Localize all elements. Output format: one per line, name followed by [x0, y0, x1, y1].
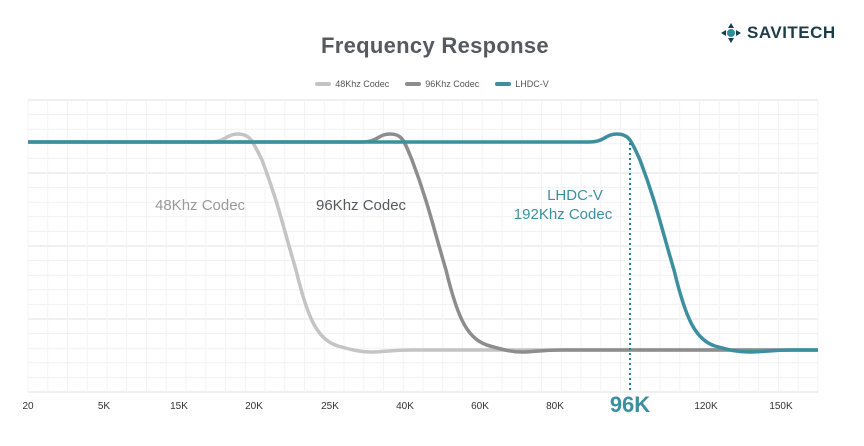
legend-item-48khz: 48Khz Codec [315, 79, 389, 89]
legend-label-48khz: 48Khz Codec [335, 79, 390, 89]
legend-swatch-96khz [405, 82, 422, 86]
x-tick-label: 20 [22, 401, 34, 412]
x-tick-label: 120K [694, 401, 718, 412]
legend-swatch-lhdc [495, 82, 512, 86]
series-lines [28, 132, 818, 354]
x-axis: 20 5K 15K 20K 25K 40K 60K 80K 96K 120K 150K [22, 392, 793, 417]
annotation-lhdc: LHDC-V [547, 187, 603, 204]
grid-lines [27, 99, 819, 393]
legend-label-lhdc: LHDC-V [515, 79, 549, 89]
legend-swatch-48khz [315, 82, 332, 86]
x-tick-label: 5K [98, 401, 111, 412]
annotation-lhdc-192khz: 192Khz Codec [514, 206, 613, 223]
legend-label-96khz: 96Khz Codec [425, 79, 480, 89]
x-tick-label: 96K [610, 392, 650, 417]
annotation-48khz: 48Khz Codec [155, 197, 246, 214]
x-tick-label: 25K [321, 401, 339, 412]
annotation-96khz: 96Khz Codec [316, 197, 407, 214]
chart-title: Frequency Response [321, 33, 549, 58]
x-tick-label: 15K [170, 401, 188, 412]
x-tick-label: 20K [245, 401, 263, 412]
x-tick-label: 80K [546, 401, 564, 412]
series-line-2 [28, 132, 818, 354]
series-line-1 [28, 132, 818, 354]
legend-item-lhdc: LHDC-V [495, 79, 549, 89]
savitech-logo-icon [721, 23, 741, 43]
legend-item-96khz: 96Khz Codec [405, 79, 479, 89]
series-line-0 [28, 132, 818, 354]
brand-logo: SAVITECH [720, 22, 836, 44]
x-tick-label: 40K [396, 401, 414, 412]
brand-name: SAVITECH [747, 23, 836, 42]
x-tick-label: 150K [769, 401, 793, 412]
x-tick-label: 60K [471, 401, 489, 412]
chart-legend: 48Khz Codec 96Khz Codec LHDC-V [0, 79, 864, 89]
